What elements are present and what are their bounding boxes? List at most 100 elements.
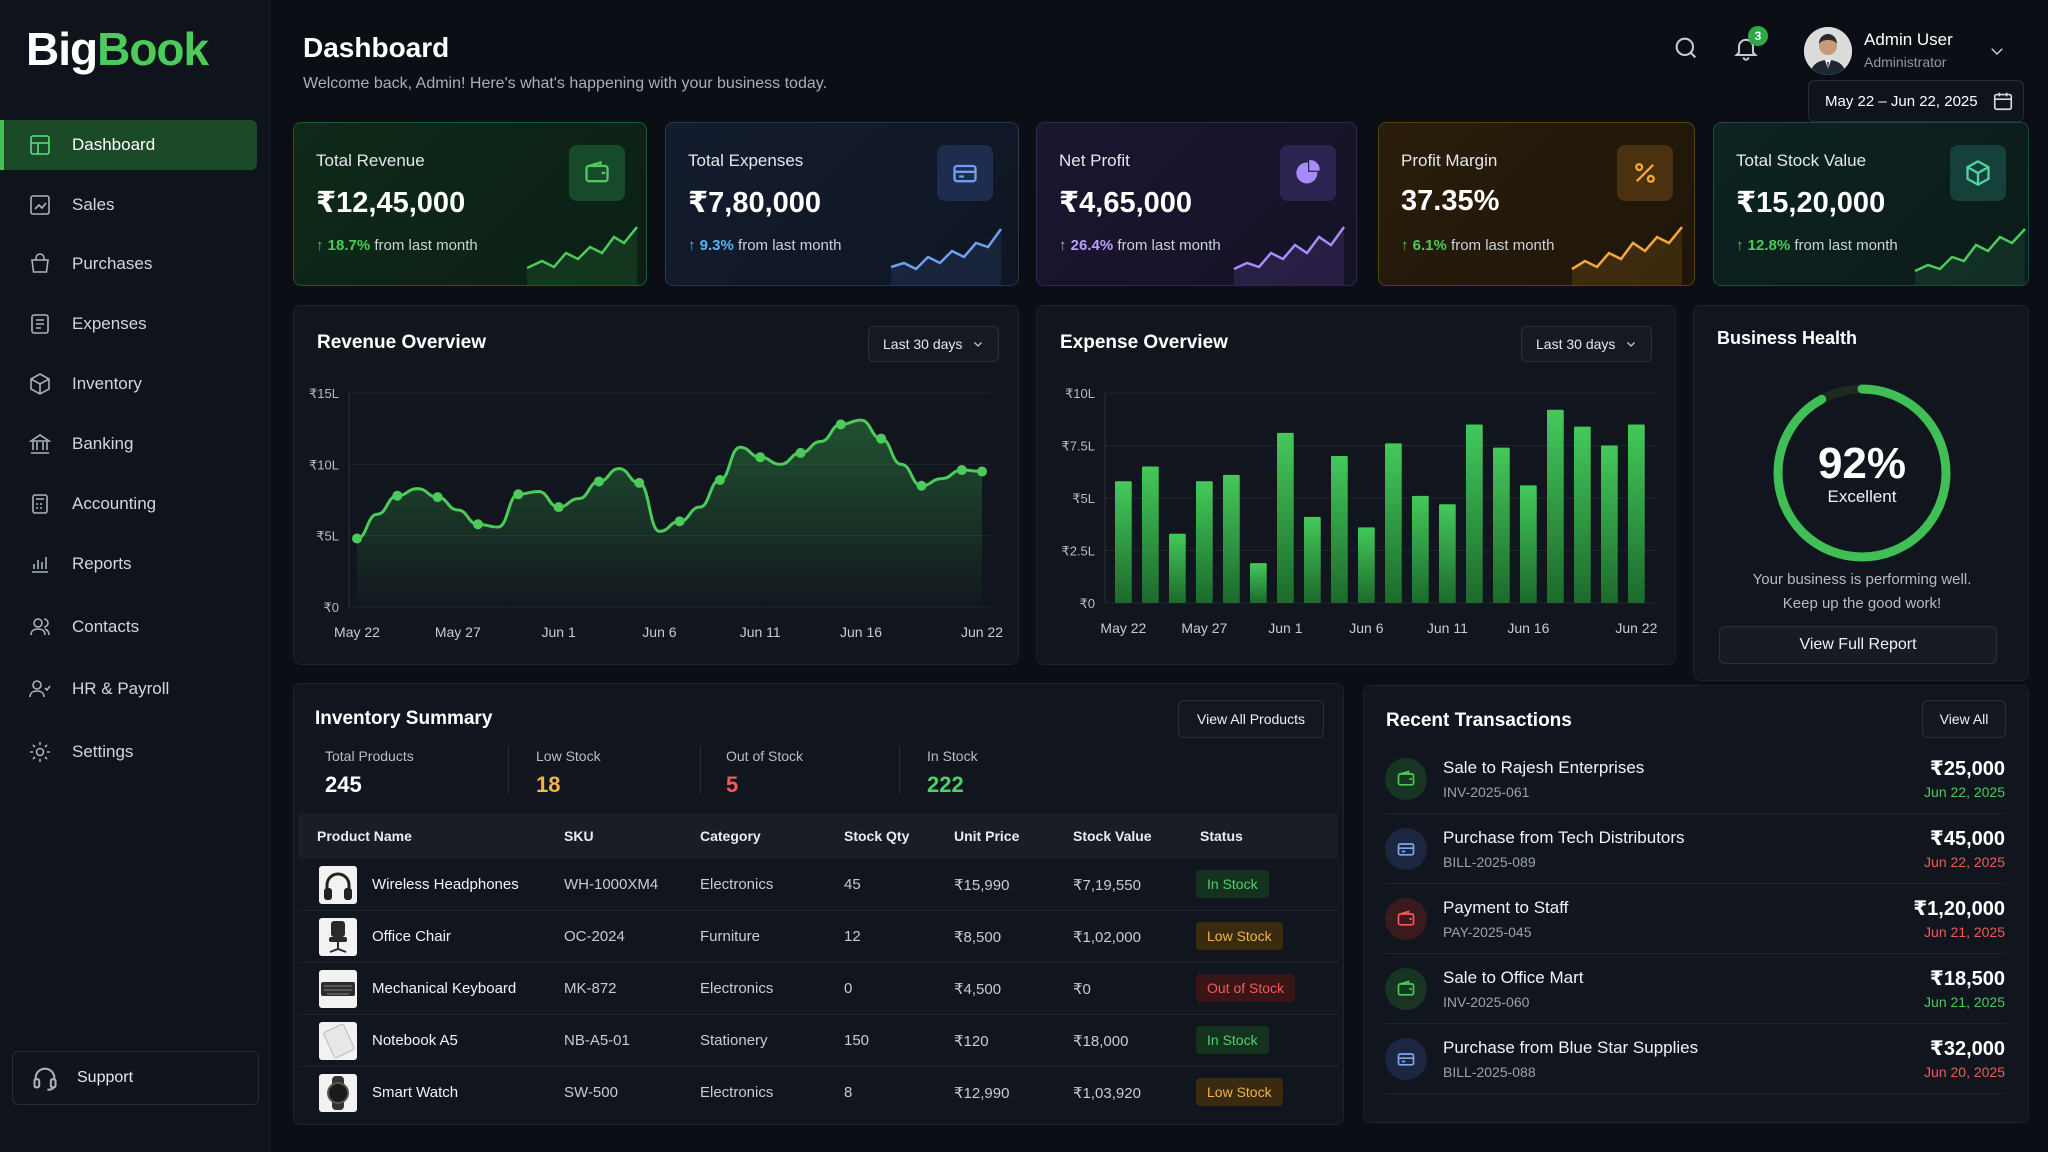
stat-low-stock: Low Stock 18 <box>536 748 601 798</box>
sidebar-item-contacts[interactable]: Contacts <box>0 602 257 652</box>
revenue-period-dropdown[interactable]: Last 30 days <box>868 326 1000 362</box>
x-tick-label: Jun 1 <box>1268 620 1302 636</box>
recent-transactions-panel: Recent Transactions View All <box>1363 685 2029 1123</box>
transaction-item[interactable]: Sale to Rajesh Enterprises INV-2025-061 … <box>1385 744 2005 814</box>
sidebar-item-hr-payroll[interactable]: HR & Payroll <box>0 664 257 714</box>
kpi-delta-text: from last month <box>1451 237 1555 254</box>
kpi-label: Total Stock Value <box>1736 151 1867 170</box>
sidebar-item-label: Banking <box>72 434 134 453</box>
card-icon <box>953 164 977 183</box>
data-point <box>634 477 645 488</box>
sidebar-item-banking[interactable]: Banking <box>0 419 257 469</box>
gear-icon <box>30 742 50 762</box>
column-header-status[interactable]: Status <box>1200 828 1243 844</box>
kpi-label: Total Expenses <box>688 151 804 170</box>
brand-logo-part1: Big <box>26 23 98 75</box>
product-price: ₹4,500 <box>954 981 1002 998</box>
sidebar-item-expenses[interactable]: Expenses <box>0 299 257 349</box>
avatar[interactable] <box>1804 27 1852 75</box>
transaction-id: INV-2025-061 <box>1443 784 1530 800</box>
card-icon <box>1397 1053 1415 1066</box>
transaction-item[interactable]: Purchase from Tech Distributors BILL-202… <box>1385 814 2005 884</box>
contacts-icon <box>30 618 50 636</box>
column-header-sku[interactable]: SKU <box>564 828 594 844</box>
user-role: Administrator <box>1864 54 1947 70</box>
kpi-card-total-stock-value[interactable]: Total Stock Value ₹15,20,000 ↑ 12.8% fro… <box>1713 122 2029 286</box>
product-category: Electronics <box>700 876 774 893</box>
stat-divider <box>700 746 701 794</box>
product-thumbnail <box>319 866 357 904</box>
x-tick-label: May 22 <box>1100 620 1146 636</box>
transaction-item[interactable]: Sale to Office Mart INV-2025-060 ₹18,500… <box>1385 954 2005 1024</box>
column-header-stock-qty[interactable]: Stock Qty <box>844 828 910 844</box>
view-full-report-button[interactable]: View Full Report <box>1719 626 1997 664</box>
sidebar-item-sales[interactable]: Sales <box>0 180 257 230</box>
kpi-delta-value: 9.3% <box>699 237 734 254</box>
kpi-icon-box <box>569 145 625 201</box>
view-all-transactions-button[interactable]: View All <box>1922 700 2006 738</box>
chevron-down-icon <box>1627 342 1636 347</box>
data-point <box>674 516 685 527</box>
date-range-picker[interactable]: May 22 – Jun 22, 2025 <box>1808 80 2024 122</box>
kpi-card-net-profit[interactable]: Net Profit ₹4,65,000 ↑ 26.4% from last m… <box>1036 122 1357 286</box>
expense-bar <box>1277 432 1294 603</box>
y-tick-label: ₹0 <box>1079 596 1095 611</box>
product-qty: 150 <box>844 1032 870 1049</box>
revenue-overview-panel: Revenue Overview Last 30 days ₹0 ₹5L ₹10L ₹… <box>293 305 1019 665</box>
column-header-product-name[interactable]: Product Name <box>317 828 412 844</box>
wallet-icon <box>1397 980 1415 996</box>
sidebar-item-settings[interactable]: Settings <box>0 727 257 777</box>
table-row[interactable]: Notebook A5 NB-A5-01 Stationery 150 ₹120… <box>298 1015 1338 1067</box>
sidebar-item-inventory[interactable]: Inventory <box>0 359 257 409</box>
kpi-delta: ↑ 12.8% from last month <box>1736 237 1898 254</box>
table-row[interactable]: Smart Watch SW-500 Electronics 8 ₹12,990… <box>298 1067 1338 1119</box>
support-button[interactable]: Support <box>12 1051 259 1105</box>
stat-total-products: Total Products 245 <box>325 748 414 798</box>
expense-bar <box>1358 527 1375 603</box>
status-badge: Low Stock <box>1196 1078 1283 1106</box>
calendar-icon <box>1993 92 2012 111</box>
expense-period-dropdown[interactable]: Last 30 days <box>1521 326 1653 362</box>
wallet-icon <box>1397 770 1415 786</box>
column-header-category[interactable]: Category <box>700 828 761 844</box>
transaction-date: Jun 22, 2025 <box>1924 854 2005 870</box>
sidebar-item-reports[interactable]: Reports <box>0 539 257 589</box>
transaction-item[interactable]: Purchase from Blue Star Supplies BILL-20… <box>1385 1024 2005 1094</box>
product-name: Notebook A5 <box>372 1032 458 1049</box>
sidebar-item-accounting[interactable]: Accounting <box>0 479 257 529</box>
kpi-sparkline <box>1914 228 2026 285</box>
table-row[interactable]: Office Chair OC-2024 Furniture 12 ₹8,500… <box>298 911 1338 963</box>
sidebar-item-purchases[interactable]: Purchases <box>0 239 257 289</box>
kpi-delta-value: 26.4% <box>1070 237 1114 254</box>
table-row[interactable]: Wireless Headphones WH-1000XM4 Electroni… <box>298 859 1338 911</box>
data-point <box>513 489 524 500</box>
data-point <box>795 447 806 458</box>
inventory-summary-title: Inventory Summary <box>315 708 493 729</box>
stat-label: In Stock <box>927 748 978 764</box>
sidebar-item-dashboard[interactable]: Dashboard <box>0 120 257 170</box>
x-tick-label: Jun 11 <box>1427 620 1468 636</box>
sidebar-item-label: Sales <box>72 195 115 214</box>
product-sku: WH-1000XM4 <box>564 876 659 893</box>
x-tick-label: Jun 16 <box>840 624 882 640</box>
transaction-date: Jun 20, 2025 <box>1924 1064 2005 1080</box>
product-stock-value: ₹0 <box>1073 981 1091 998</box>
search-button[interactable] <box>1672 34 1704 66</box>
brand-logo[interactable]: BigBook <box>26 22 209 76</box>
box-icon <box>30 373 50 395</box>
x-tick-label: May 22 <box>334 624 380 640</box>
column-header-stock-value[interactable]: Stock Value <box>1073 828 1152 844</box>
transaction-id: PAY-2025-045 <box>1443 924 1532 940</box>
kpi-card-total-expenses[interactable]: Total Expenses ₹7,80,000 ↑ 9.3% from las… <box>665 122 1019 286</box>
expense-bar <box>1304 516 1321 603</box>
transaction-item[interactable]: Payment to Staff PAY-2025-045 ₹1,20,000 … <box>1385 884 2005 954</box>
transaction-id: BILL-2025-089 <box>1443 854 1536 870</box>
column-header-unit-price[interactable]: Unit Price <box>954 828 1020 844</box>
kpi-card-profit-margin[interactable]: Profit Margin 37.35% ↑ 6.1% from last mo… <box>1378 122 1695 286</box>
kpi-card-total-revenue[interactable]: Total Revenue ₹12,45,000 ↑ 18.7% from la… <box>293 122 647 286</box>
view-all-products-button[interactable]: View All Products <box>1178 700 1324 738</box>
chevron-down-icon[interactable] <box>1988 42 2006 60</box>
transaction-title: Sale to Office Mart <box>1443 968 1584 987</box>
table-row[interactable]: Mechanical Keyboard MK-872 Electronics 0… <box>298 963 1338 1015</box>
bank-icon <box>28 434 52 454</box>
